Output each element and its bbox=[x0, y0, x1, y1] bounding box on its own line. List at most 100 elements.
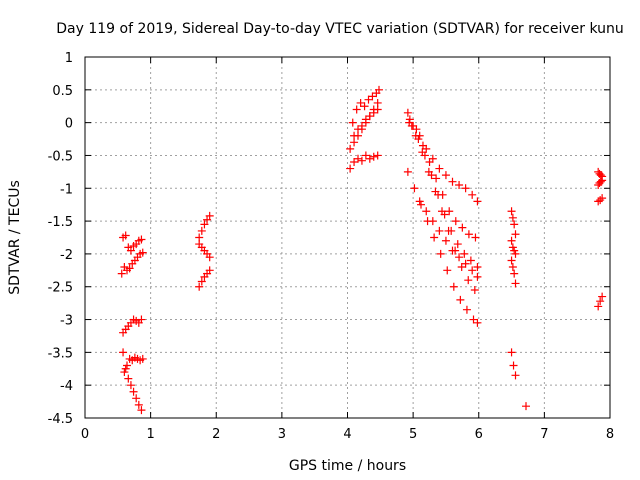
data-point bbox=[448, 246, 457, 255]
data-point bbox=[509, 361, 518, 370]
data-point bbox=[428, 217, 437, 226]
data-point bbox=[422, 207, 431, 216]
data-point bbox=[197, 277, 206, 286]
data-point bbox=[126, 381, 135, 390]
data-point bbox=[126, 246, 135, 255]
series-s14 bbox=[405, 115, 480, 242]
data-point bbox=[410, 184, 419, 193]
data-point bbox=[195, 282, 204, 291]
data-point bbox=[596, 177, 605, 186]
data-point bbox=[368, 92, 377, 101]
data-point bbox=[456, 295, 465, 304]
data-point bbox=[430, 233, 439, 242]
data-point bbox=[431, 187, 440, 196]
data-point bbox=[508, 243, 517, 252]
series-s17 bbox=[403, 167, 482, 327]
data-point bbox=[510, 269, 519, 278]
data-point bbox=[123, 361, 131, 370]
data-point bbox=[443, 266, 452, 275]
data-point bbox=[471, 233, 480, 242]
data-point bbox=[352, 105, 361, 114]
y-tick-label: -1.5 bbox=[48, 215, 73, 230]
data-point bbox=[129, 387, 138, 396]
x-tick-label: 1 bbox=[146, 427, 154, 442]
series-s6 bbox=[195, 211, 214, 242]
data-point bbox=[415, 197, 424, 206]
data-point bbox=[137, 315, 146, 324]
data-point bbox=[594, 302, 603, 311]
data-point bbox=[445, 207, 454, 216]
data-point bbox=[425, 158, 434, 167]
series-s15 bbox=[407, 121, 482, 272]
data-point bbox=[117, 269, 126, 278]
data-point bbox=[598, 292, 607, 301]
data-point bbox=[138, 248, 147, 257]
plot-frame bbox=[84, 56, 611, 419]
data-point bbox=[360, 102, 369, 111]
data-point bbox=[205, 266, 214, 275]
data-point bbox=[453, 240, 462, 249]
data-point bbox=[134, 400, 143, 409]
data-point bbox=[369, 152, 378, 161]
data-point bbox=[403, 108, 412, 117]
data-point bbox=[354, 125, 362, 134]
data-point bbox=[364, 95, 373, 104]
data-point bbox=[451, 217, 460, 226]
data-point bbox=[507, 207, 516, 216]
data-point bbox=[507, 256, 516, 265]
series-s26 bbox=[594, 194, 607, 206]
data-point bbox=[361, 115, 370, 124]
data-point bbox=[468, 190, 477, 199]
series-s16 bbox=[405, 118, 479, 295]
data-point bbox=[356, 98, 365, 107]
data-point bbox=[596, 196, 605, 205]
data-point bbox=[428, 154, 437, 163]
data-point bbox=[448, 177, 457, 186]
data-point bbox=[511, 230, 520, 239]
series-s22 bbox=[507, 348, 520, 380]
data-point bbox=[403, 167, 412, 176]
y-tick-label: 0 bbox=[65, 117, 73, 132]
y-tick-label: -4 bbox=[60, 379, 73, 394]
y-axis-label: SDTVAR / TECUs bbox=[7, 180, 23, 295]
series-s25 bbox=[594, 176, 607, 189]
data-point bbox=[373, 105, 382, 114]
data-point bbox=[373, 151, 382, 160]
series-s7 bbox=[195, 240, 214, 262]
series-s24 bbox=[594, 167, 607, 181]
data-point bbox=[137, 235, 146, 244]
data-point bbox=[598, 176, 607, 185]
x-tick-label: 4 bbox=[343, 427, 351, 442]
grid bbox=[85, 57, 610, 418]
data-point bbox=[435, 226, 444, 235]
x-tick-label: 0 bbox=[81, 427, 89, 442]
data-point bbox=[369, 108, 378, 117]
data-point bbox=[455, 180, 464, 189]
data-points bbox=[117, 85, 607, 415]
data-point bbox=[464, 230, 473, 239]
data-point bbox=[449, 282, 458, 291]
series-s27 bbox=[594, 292, 607, 311]
data-point bbox=[132, 394, 141, 403]
series-s5 bbox=[119, 348, 146, 415]
series-s4 bbox=[120, 353, 147, 377]
data-point bbox=[511, 371, 520, 380]
data-point bbox=[350, 131, 359, 140]
data-point bbox=[508, 263, 517, 272]
chart-title: Day 119 of 2019, Sidereal Day-to-day VTE… bbox=[56, 21, 624, 37]
data-point bbox=[522, 402, 530, 411]
y-tick-label: -3 bbox=[60, 314, 73, 329]
series-s12 bbox=[350, 105, 382, 140]
data-point bbox=[125, 264, 134, 273]
data-point bbox=[200, 220, 209, 229]
series-s13 bbox=[403, 108, 482, 206]
data-point bbox=[470, 286, 479, 295]
data-point bbox=[357, 156, 366, 165]
data-point bbox=[461, 259, 470, 268]
data-point bbox=[137, 406, 146, 415]
y-tick-label: 1 bbox=[65, 51, 73, 66]
data-point bbox=[357, 121, 366, 130]
data-point bbox=[469, 315, 478, 324]
y-tick-label: -4.5 bbox=[48, 412, 73, 427]
data-point bbox=[461, 184, 470, 193]
